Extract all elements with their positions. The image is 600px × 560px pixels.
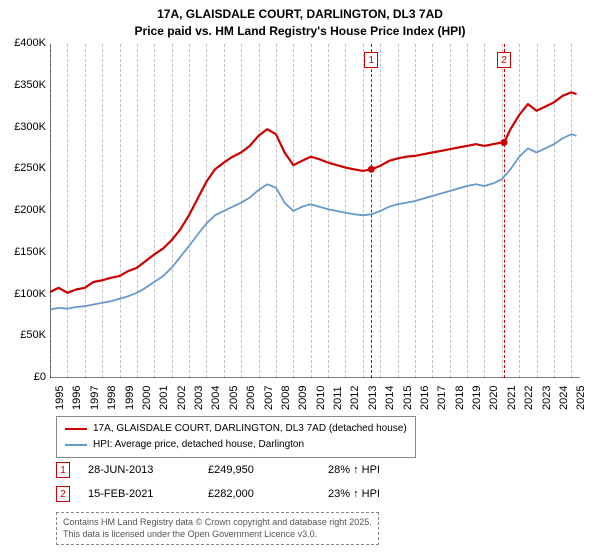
event-date: 28-JUN-2013 xyxy=(88,464,208,476)
ytick-label: £350K xyxy=(4,79,46,91)
xtick-label: 2008 xyxy=(280,386,292,410)
event-dot xyxy=(368,166,375,173)
event-price: £282,000 xyxy=(208,488,328,500)
event-row: 1 28-JUN-2013£249,95028% ↑ HPI xyxy=(56,462,448,478)
chart-container: { "title": { "line1": "17A, GLAISDALE CO… xyxy=(0,0,600,560)
legend-label: 17A, GLAISDALE COURT, DARLINGTON, DL3 7A… xyxy=(93,421,407,437)
xtick-label: 1996 xyxy=(71,386,83,410)
ytick-label: £400K xyxy=(4,37,46,49)
legend-swatch xyxy=(65,444,87,446)
xtick-label: 2013 xyxy=(367,386,379,410)
event-price: £249,950 xyxy=(208,464,328,476)
event-marker-box: 1 xyxy=(364,52,378,68)
xtick-label: 2022 xyxy=(523,386,535,410)
event-row: 2 15-FEB-2021£282,00023% ↑ HPI xyxy=(56,486,448,502)
xtick-label: 2025 xyxy=(575,386,587,410)
xtick-label: 2007 xyxy=(263,386,275,410)
footer-attribution: Contains HM Land Registry data © Crown c… xyxy=(56,512,379,545)
event-marker-box: 2 xyxy=(497,52,511,68)
event-dot xyxy=(501,139,508,146)
event-marker-box: 2 xyxy=(56,486,70,502)
xtick-label: 1998 xyxy=(106,386,118,410)
legend-swatch xyxy=(65,428,87,431)
event-marker-box: 1 xyxy=(56,462,70,478)
xtick-label: 2009 xyxy=(297,386,309,410)
xtick-label: 2019 xyxy=(471,386,483,410)
legend-item: 17A, GLAISDALE COURT, DARLINGTON, DL3 7A… xyxy=(65,421,407,437)
title-line-1: 17A, GLAISDALE COURT, DARLINGTON, DL3 7A… xyxy=(0,6,600,23)
xtick-label: 2000 xyxy=(141,386,153,410)
footer-line-2: This data is licensed under the Open Gov… xyxy=(63,529,372,541)
xtick-label: 2024 xyxy=(558,386,570,410)
xtick-label: 2011 xyxy=(332,386,344,410)
xtick-label: 2010 xyxy=(315,386,327,410)
ytick-label: £300K xyxy=(4,121,46,133)
xtick-label: 2002 xyxy=(176,386,188,410)
legend: 17A, GLAISDALE COURT, DARLINGTON, DL3 7A… xyxy=(56,416,416,458)
xtick-label: 1997 xyxy=(89,386,101,410)
ytick-label: £250K xyxy=(4,162,46,174)
xtick-label: 2012 xyxy=(349,386,361,410)
legend-label: HPI: Average price, detached house, Darl… xyxy=(93,437,304,453)
xtick-label: 2020 xyxy=(488,386,500,410)
footer-line-1: Contains HM Land Registry data © Crown c… xyxy=(63,517,372,529)
series-hpi xyxy=(50,134,577,309)
xtick-label: 2014 xyxy=(384,386,396,410)
xtick-label: 2017 xyxy=(436,386,448,410)
xtick-label: 2004 xyxy=(210,386,222,410)
xtick-label: 2006 xyxy=(245,386,257,410)
ytick-label: £200K xyxy=(4,204,46,216)
plot-svg xyxy=(50,44,580,378)
xtick-label: 1999 xyxy=(124,386,136,410)
ytick-label: £50K xyxy=(4,329,46,341)
xtick-label: 2021 xyxy=(506,386,518,410)
legend-item: HPI: Average price, detached house, Darl… xyxy=(65,437,407,453)
plot-area xyxy=(50,44,580,378)
xtick-label: 2015 xyxy=(402,386,414,410)
xtick-label: 2003 xyxy=(193,386,205,410)
xtick-label: 1995 xyxy=(54,386,66,410)
series-price_paid xyxy=(50,92,577,292)
xtick-label: 2018 xyxy=(454,386,466,410)
title-line-2: Price paid vs. HM Land Registry's House … xyxy=(0,23,600,40)
xtick-label: 2023 xyxy=(541,386,553,410)
xtick-label: 2005 xyxy=(228,386,240,410)
ytick-label: £0 xyxy=(4,371,46,383)
event-date: 15-FEB-2021 xyxy=(88,488,208,500)
event-delta: 28% ↑ HPI xyxy=(328,464,448,476)
event-delta: 23% ↑ HPI xyxy=(328,488,448,500)
ytick-label: £100K xyxy=(4,288,46,300)
xtick-label: 2016 xyxy=(419,386,431,410)
chart-title-block: 17A, GLAISDALE COURT, DARLINGTON, DL3 7A… xyxy=(0,0,600,42)
ytick-label: £150K xyxy=(4,246,46,258)
xtick-label: 2001 xyxy=(158,386,170,410)
